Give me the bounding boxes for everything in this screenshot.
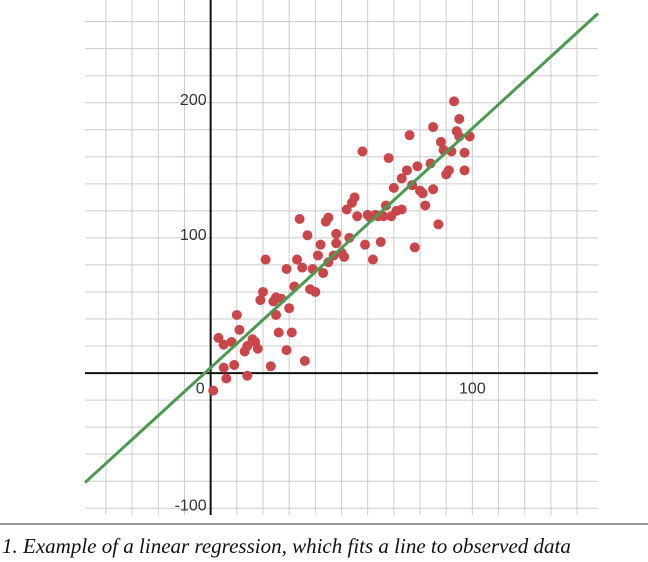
point [412,161,423,172]
point [234,324,245,335]
y-tick-label: 200 [180,92,207,109]
point [331,228,342,239]
x-tick-label: 0 [196,380,205,397]
point [352,211,363,222]
point [401,165,412,176]
point [383,153,394,164]
point [318,268,329,279]
point [323,212,334,223]
point [404,130,415,141]
point [396,204,407,215]
point [229,359,240,370]
y-tick-label: 100 [180,227,207,244]
point [312,250,323,261]
point [218,339,229,350]
point [435,136,446,147]
point [265,361,276,372]
point [315,239,326,250]
point [409,242,420,253]
point [218,362,229,373]
point [242,370,253,381]
point [459,147,470,158]
point [459,165,470,176]
point [208,385,219,396]
regression-line [83,12,600,484]
point [310,286,321,297]
point [428,122,439,133]
point [284,303,295,314]
point [420,200,431,211]
point [257,286,268,297]
point [299,355,310,366]
point [255,295,266,306]
point [388,182,399,193]
point [454,113,465,124]
y-tick-label: -100 [175,497,207,514]
point [367,254,378,265]
point [331,238,342,249]
point [231,309,242,320]
point [433,219,444,230]
point [297,262,308,273]
point [339,251,350,262]
point [341,204,352,215]
point [260,254,271,265]
point [443,165,454,176]
point [252,343,263,354]
point [375,236,386,247]
point [449,96,460,107]
point [417,188,428,199]
point [271,309,282,320]
point [213,332,224,343]
point [294,213,305,224]
point [273,327,284,338]
point [357,146,368,157]
x-tick-label: 100 [459,380,486,397]
point [286,327,297,338]
caption: 1. Example of a linear regression, which… [2,534,571,558]
point [396,173,407,184]
point [281,263,292,274]
point [428,184,439,195]
point [349,192,360,203]
point [242,341,253,352]
point [292,254,303,265]
point [360,239,371,250]
point [221,373,232,384]
point [302,230,313,241]
point [281,345,292,356]
